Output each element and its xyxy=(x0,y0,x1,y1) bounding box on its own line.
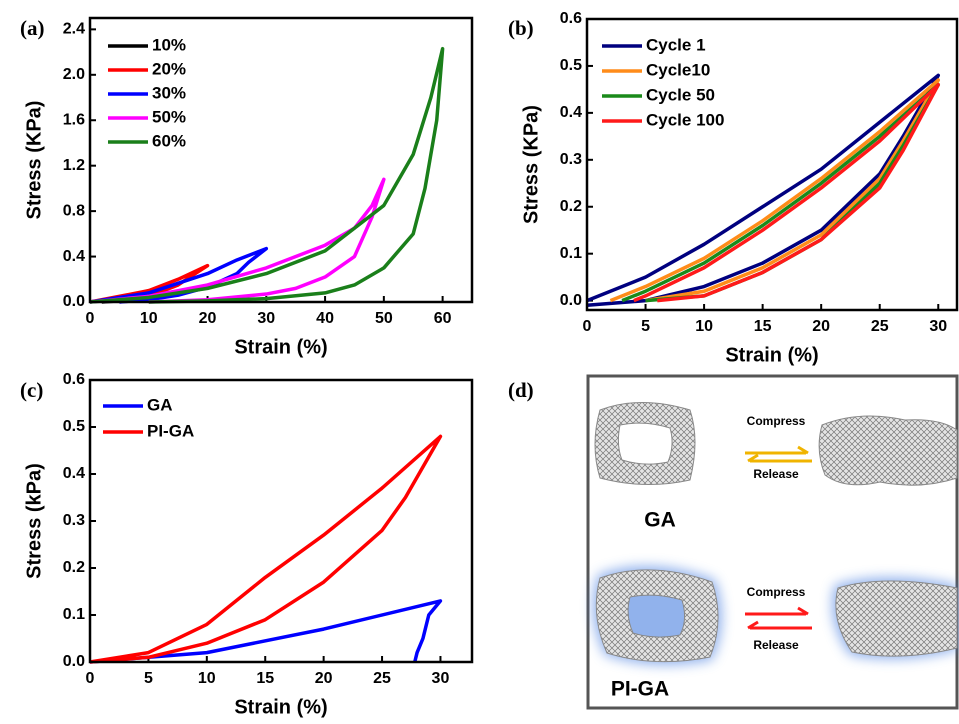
ga-mesh-open xyxy=(595,403,695,485)
release-arrow xyxy=(748,622,812,628)
y-tick-label: 0.5 xyxy=(63,418,85,435)
x-tick-label: 5 xyxy=(641,318,650,335)
panel-label: (d) xyxy=(508,378,534,402)
x-tick-label: 25 xyxy=(871,318,889,335)
compress-label: Compress xyxy=(747,585,806,599)
legend-label: Cycle 100 xyxy=(646,110,724,129)
y-tick-label: 0.2 xyxy=(63,559,85,576)
panel-label: (a) xyxy=(20,16,45,40)
legend-label: 60% xyxy=(152,131,186,150)
chart: (a) 0 10 20 30 40 50 60 0.0 0.4 0.8 1.2 1.6 2.0 2.4 Str… xyxy=(20,16,472,358)
release-label: Release xyxy=(753,638,799,652)
panel-label: (c) xyxy=(20,378,43,402)
compress-label: Compress xyxy=(747,414,806,428)
legend-label: 20% xyxy=(152,59,186,78)
x-tick-label: 25 xyxy=(373,670,391,687)
legend-label: PI-GA xyxy=(147,421,194,440)
y-tick-label: 0.6 xyxy=(560,10,582,27)
y-tick-label: 0.3 xyxy=(63,512,85,529)
x-tick-label: 40 xyxy=(316,310,334,327)
x-tick-label: 50 xyxy=(375,310,393,327)
legend-label: 30% xyxy=(152,83,186,102)
y-axis-title: Stress (KPa) xyxy=(23,101,45,220)
data-line xyxy=(90,436,440,662)
ga-mesh-compressed xyxy=(819,416,957,485)
legend-label: 50% xyxy=(152,107,186,126)
y-tick-label: 0.0 xyxy=(560,292,582,309)
x-tick-label: 10 xyxy=(198,670,216,687)
x-axis-title: Strain (%) xyxy=(725,344,818,366)
y-tick-label: 0.4 xyxy=(63,248,85,265)
compress-arrow xyxy=(745,608,808,614)
ga-label: GA xyxy=(644,509,676,532)
y-tick-label: 0.8 xyxy=(63,202,85,219)
x-tick-label: 15 xyxy=(256,670,274,687)
y-tick-label: 0.5 xyxy=(560,57,582,74)
pi-ga-mesh-compressed xyxy=(836,581,957,656)
y-tick-label: 0.4 xyxy=(560,104,582,121)
x-tick-label: 0 xyxy=(86,310,95,327)
y-tick-label: 0.1 xyxy=(560,245,582,262)
y-tick-label: 2.0 xyxy=(63,66,85,83)
y-tick-label: 0.2 xyxy=(560,198,582,215)
x-tick-label: 20 xyxy=(315,670,333,687)
x-tick-label: 10 xyxy=(140,310,158,327)
panel-d: (d) Compress Release GA Compress Release… xyxy=(508,376,957,708)
x-tick-label: 20 xyxy=(812,318,830,335)
y-tick-label: 0.1 xyxy=(63,606,85,623)
legend-label: Cycle 1 xyxy=(646,35,706,54)
release-label: Release xyxy=(753,467,799,481)
y-tick-label: 0.6 xyxy=(63,371,85,388)
y-axis-title: Stress (kPa) xyxy=(23,463,45,579)
y-tick-label: 0.0 xyxy=(63,653,85,670)
pi-ga-label: PI-GA xyxy=(611,678,669,701)
x-tick-label: 20 xyxy=(199,310,217,327)
x-tick-label: 0 xyxy=(86,670,95,687)
chart: (b) 0 5 10 15 20 25 30 0.0 0.1 0.2 0.3 0.4 0.5 0.6 Stra… xyxy=(508,10,957,366)
legend-label: 10% xyxy=(152,35,186,54)
y-axis-title: Stress (KPa) xyxy=(520,105,542,224)
x-tick-label: 0 xyxy=(583,318,592,335)
x-tick-label: 30 xyxy=(257,310,275,327)
x-tick-label: 10 xyxy=(695,318,713,335)
x-axis-title: Strain (%) xyxy=(234,336,327,358)
y-tick-label: 0.4 xyxy=(63,465,85,482)
release-arrow xyxy=(748,455,812,461)
y-tick-label: 1.2 xyxy=(63,157,85,174)
legend-label: Cycle10 xyxy=(646,60,710,79)
y-tick-label: 1.6 xyxy=(63,111,85,128)
y-tick-label: 0.3 xyxy=(560,151,582,168)
y-tick-label: 0.0 xyxy=(63,293,85,310)
figure: (d) Compress Release GA Compress Release… xyxy=(0,0,959,724)
data-line xyxy=(90,49,443,302)
x-tick-label: 60 xyxy=(434,310,452,327)
legend-label: Cycle 50 xyxy=(646,85,715,104)
x-tick-label: 15 xyxy=(754,318,772,335)
legend-label: GA xyxy=(147,395,173,414)
x-tick-label: 30 xyxy=(929,318,947,335)
panel-label: (b) xyxy=(508,16,534,40)
plot-frame xyxy=(90,18,472,302)
x-tick-label: 5 xyxy=(144,670,153,687)
x-axis-title: Strain (%) xyxy=(234,696,327,718)
y-tick-label: 2.4 xyxy=(63,21,85,38)
chart: (c) 0 5 10 15 20 25 30 0.0 0.1 0.2 0.3 0.4 0.5 0.6 Stra… xyxy=(20,371,472,718)
x-tick-label: 30 xyxy=(432,670,450,687)
compress-arrow xyxy=(745,447,808,453)
